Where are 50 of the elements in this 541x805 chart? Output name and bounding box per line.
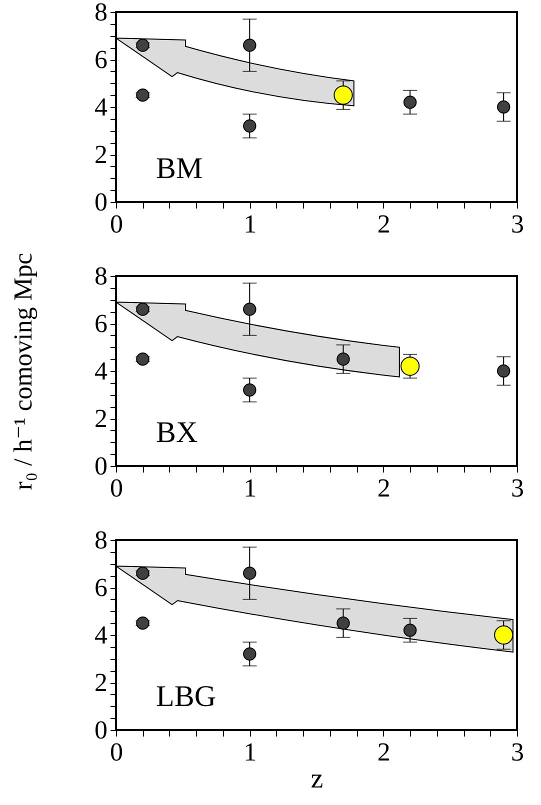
point bbox=[243, 119, 256, 133]
point bbox=[136, 38, 150, 52]
point bbox=[334, 86, 353, 105]
point bbox=[136, 616, 150, 630]
x-tick-label: 2 bbox=[377, 738, 390, 766]
x-tick-label: 1 bbox=[244, 210, 257, 238]
x-tick-label: 1 bbox=[244, 738, 257, 766]
point bbox=[243, 383, 256, 397]
x-tick-label: 3 bbox=[511, 738, 524, 766]
y-tick-label: 6 bbox=[94, 573, 108, 602]
y-tick-label: 0 bbox=[94, 452, 108, 480]
x-tick-label: 2 bbox=[377, 210, 390, 238]
point bbox=[494, 625, 514, 645]
y-tick-label: 6 bbox=[94, 45, 108, 74]
y-axis-title: r₀ / h⁻¹ comoving Mpc bbox=[8, 252, 38, 490]
y-tick-label: 0 bbox=[94, 716, 108, 744]
x-axis-title: z bbox=[310, 764, 324, 794]
annotation: LBG bbox=[156, 680, 216, 713]
point bbox=[243, 38, 256, 52]
y-tick-label: 2 bbox=[94, 404, 108, 433]
y-tick-label: 8 bbox=[94, 262, 108, 290]
point bbox=[336, 352, 350, 366]
y-tick-label: 8 bbox=[94, 526, 108, 554]
y-tick-label: 6 bbox=[94, 309, 108, 338]
x-tick-label: 3 bbox=[511, 210, 524, 238]
point bbox=[403, 96, 417, 109]
y-tick-label: 0 bbox=[94, 188, 108, 216]
y-tick-label: 4 bbox=[94, 356, 108, 386]
y-tick-label: 8 bbox=[94, 0, 108, 26]
point bbox=[243, 566, 256, 580]
point bbox=[243, 647, 256, 661]
annotation: BM bbox=[156, 152, 203, 185]
point bbox=[497, 364, 510, 378]
annotation: BX bbox=[156, 416, 198, 449]
point bbox=[336, 616, 350, 630]
x-tick-label: 1 bbox=[244, 474, 257, 502]
y-tick-label: 2 bbox=[94, 140, 108, 169]
y-tick-label: 4 bbox=[94, 92, 108, 122]
point bbox=[243, 302, 256, 316]
y-tick-label: 4 bbox=[94, 620, 108, 650]
point bbox=[136, 302, 150, 316]
point bbox=[136, 88, 150, 102]
point bbox=[497, 100, 510, 114]
x-tick-label: 3 bbox=[511, 474, 524, 502]
y-tick-label: 2 bbox=[94, 668, 108, 697]
point bbox=[400, 356, 420, 376]
point bbox=[403, 624, 417, 637]
point bbox=[136, 352, 150, 366]
point bbox=[136, 566, 150, 580]
x-tick-label: 2 bbox=[377, 474, 390, 502]
